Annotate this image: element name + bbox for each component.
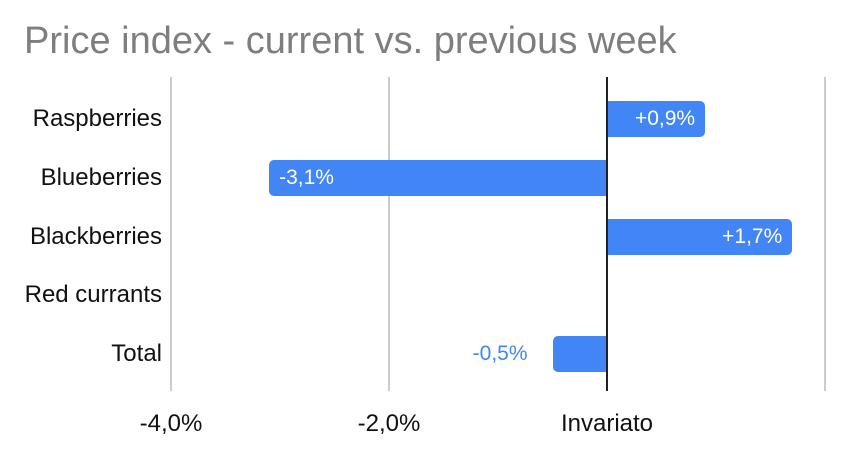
category-label-raspberries: Raspberries bbox=[32, 105, 162, 133]
bar-value-label-blueberries: -3,1% bbox=[279, 165, 334, 189]
category-label-red-currants: Red currants bbox=[24, 281, 162, 309]
x-axis-tick-label: -2,0% bbox=[357, 410, 421, 437]
bar-blackberries[interactable]: +1,7% bbox=[607, 218, 793, 255]
bar-value-label-raspberries: +0,9% bbox=[634, 107, 696, 131]
bar-blueberries[interactable]: -3,1% bbox=[269, 159, 607, 196]
category-label-blueberries: Blueberries bbox=[40, 163, 162, 191]
x-axis-tick-label: -4,0% bbox=[139, 410, 203, 437]
bar-total[interactable] bbox=[552, 335, 607, 372]
bar-value-label-total: -0,5% bbox=[472, 341, 528, 365]
bar-raspberries[interactable]: +0,9% bbox=[607, 101, 706, 138]
gridline bbox=[170, 77, 172, 391]
gridline bbox=[388, 77, 390, 391]
gridline bbox=[824, 77, 826, 391]
zero-axis-line bbox=[606, 77, 608, 391]
bar-value-label-blackberries: +1,7% bbox=[722, 224, 783, 248]
x-axis-tick-label: Invariato bbox=[560, 410, 654, 437]
chart-title: Price index - current vs. previous week bbox=[24, 20, 677, 62]
category-label-blackberries: Blackberries bbox=[29, 222, 162, 250]
category-label-total: Total bbox=[111, 339, 162, 367]
